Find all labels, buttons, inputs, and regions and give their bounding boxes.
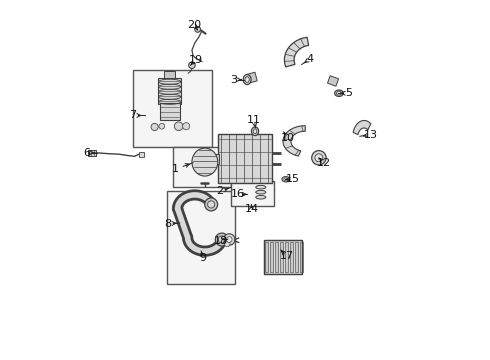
Ellipse shape [337,91,342,95]
Bar [160,103,180,120]
Circle shape [208,201,215,208]
Text: 18: 18 [214,236,228,246]
Bar [264,240,302,274]
Circle shape [159,123,165,129]
Ellipse shape [243,75,251,85]
Text: 11: 11 [247,116,261,126]
Circle shape [218,236,225,243]
Polygon shape [353,121,371,135]
Bar [158,78,181,104]
Circle shape [183,123,190,130]
Text: 10: 10 [281,133,295,143]
Circle shape [195,27,200,32]
Bar [327,76,339,86]
Bar [164,71,175,78]
Text: 5: 5 [345,88,352,98]
Text: 6: 6 [83,148,90,158]
Bar [172,147,231,187]
Circle shape [223,234,235,245]
Bar [207,154,219,164]
Text: 4: 4 [307,54,314,64]
Bar [285,242,289,273]
Ellipse shape [245,77,249,82]
Circle shape [224,241,230,247]
Text: 14: 14 [245,204,259,215]
Ellipse shape [284,178,288,181]
Text: 9: 9 [199,253,206,263]
Bar [218,134,272,183]
Polygon shape [283,126,305,156]
Text: 17: 17 [279,251,294,261]
Text: 15: 15 [285,174,299,184]
Bar [265,242,269,273]
Bar [300,242,303,273]
Ellipse shape [192,148,218,176]
Ellipse shape [335,90,343,96]
Bar [167,192,235,284]
Bar [270,242,273,273]
Bar [275,242,278,273]
Text: 19: 19 [189,55,202,65]
Ellipse shape [256,190,266,194]
Polygon shape [285,37,309,67]
Text: 16: 16 [231,189,245,199]
Text: 8: 8 [164,219,171,229]
Bar [88,150,96,156]
Circle shape [315,154,323,162]
Circle shape [151,123,158,131]
Bar [264,240,302,274]
Ellipse shape [282,177,290,182]
Text: 13: 13 [364,130,378,140]
Bar [280,242,283,273]
Circle shape [216,233,228,246]
Text: 2: 2 [216,186,223,197]
Bar [295,242,298,273]
Circle shape [205,198,218,211]
Text: 12: 12 [317,158,331,168]
Bar [139,152,144,157]
Text: 3: 3 [230,75,237,85]
Circle shape [312,150,326,165]
Text: 7: 7 [129,111,137,121]
Ellipse shape [253,129,257,134]
Text: 1: 1 [172,164,178,174]
Bar [231,181,274,206]
Circle shape [226,237,232,242]
Bar [246,72,257,83]
Ellipse shape [256,185,266,189]
Text: 20: 20 [187,20,201,30]
Bar [290,242,294,273]
Circle shape [189,62,195,68]
Ellipse shape [256,195,266,199]
Circle shape [174,122,183,131]
Bar [133,69,212,147]
Ellipse shape [251,127,259,135]
